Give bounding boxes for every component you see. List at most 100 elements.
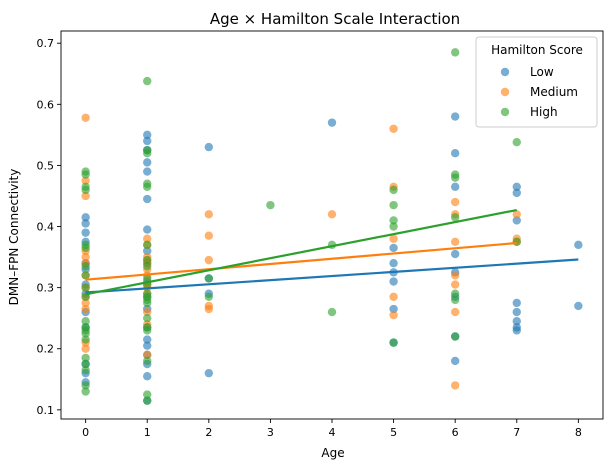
point-high (450, 213, 460, 222)
point-medium (143, 350, 152, 360)
x-tick-label: 7 (513, 426, 520, 439)
point-high (81, 317, 90, 326)
plot-area: 0 1 2 3 4 5 6 7 8 0.1 0.2 0.3 0.4 0.5 0.6 0.7 (37, 30, 604, 439)
y-tick-label: 0.3 (37, 282, 55, 295)
legend-marker-medium (500, 87, 510, 97)
point-high (327, 307, 337, 317)
point-low (389, 243, 398, 253)
point-medium (204, 210, 214, 219)
legend-box (475, 36, 598, 128)
point-high (389, 216, 398, 225)
point-high (389, 200, 398, 210)
x-tick-label: 6 (452, 426, 459, 439)
point-low (143, 246, 152, 256)
point-high (266, 200, 275, 210)
point-high (512, 237, 521, 247)
point-high (81, 243, 90, 253)
point-low (143, 341, 152, 350)
point-medium (143, 234, 152, 243)
point-high (143, 149, 152, 158)
point-high (143, 356, 152, 366)
point-medium (512, 210, 521, 219)
point-high (143, 76, 152, 86)
point-low (143, 194, 152, 204)
point-low (389, 277, 398, 286)
point-high (450, 48, 460, 57)
point-low (143, 136, 152, 146)
point-low (512, 307, 521, 317)
y-tick-label: 0.4 (37, 221, 55, 234)
point-high (81, 283, 90, 292)
point-high (81, 170, 90, 179)
y-tick-label: 0.2 (37, 343, 55, 356)
point-high (81, 365, 90, 375)
point-medium (450, 197, 460, 207)
legend-label-medium: Medium (530, 85, 578, 99)
point-high (143, 262, 152, 271)
y-tick-label: 0.5 (37, 159, 55, 172)
point-high (143, 255, 152, 265)
point-low (574, 240, 583, 250)
x-tick-label: 0 (82, 426, 89, 439)
point-high (81, 329, 90, 338)
trend-line-medium (85, 241, 517, 281)
point-high (81, 387, 90, 396)
point-medium (81, 252, 90, 262)
point-medium (81, 176, 90, 185)
point-medium (389, 124, 398, 133)
point-medium (143, 307, 152, 317)
point-medium (204, 304, 214, 314)
x-tick-label: 4 (329, 426, 336, 439)
point-low (512, 298, 521, 308)
point-low (450, 112, 460, 121)
point-low (389, 258, 398, 268)
point-low (512, 326, 521, 335)
x-tick-label: 1 (144, 426, 151, 439)
point-low (450, 149, 460, 158)
point-medium (81, 113, 90, 122)
x-tick-label: 2 (205, 426, 212, 439)
point-low (512, 317, 521, 326)
point-low (143, 130, 152, 140)
y-axis-label: DMN–FPN Connectivity (7, 169, 21, 306)
point-high (143, 396, 152, 405)
point-medium (327, 210, 337, 219)
point-high (81, 381, 90, 390)
legend-marker-high (500, 107, 510, 117)
point-high (143, 326, 152, 335)
point-high (143, 182, 152, 192)
trend-line-low (85, 258, 579, 294)
point-high (512, 138, 521, 147)
x-axis-label: Age (321, 446, 344, 460)
point-high (143, 390, 152, 399)
point-low (204, 368, 214, 378)
point-high (81, 262, 90, 271)
point-high (389, 222, 398, 231)
legend-marker-low (500, 67, 510, 77)
point-medium (450, 280, 460, 289)
point-medium (389, 234, 398, 243)
y-tick-label: 0.1 (37, 404, 55, 417)
point-medium (450, 271, 460, 280)
trend-line-high (85, 208, 517, 296)
point-medium (204, 255, 214, 265)
point-low (389, 304, 398, 314)
point-medium (389, 310, 398, 320)
point-high (81, 335, 90, 344)
point-high (450, 289, 460, 298)
point-high (389, 185, 398, 195)
point-medium (204, 231, 214, 240)
y-tick-label: 0.7 (37, 37, 55, 50)
point-high (204, 292, 214, 301)
point-low (512, 188, 521, 198)
point-high (81, 353, 90, 363)
legend-label-low: Low (530, 65, 554, 79)
point-low (574, 301, 583, 311)
point-high (143, 313, 152, 323)
point-medium (81, 298, 90, 308)
point-low (143, 372, 152, 381)
point-low (204, 142, 214, 152)
point-high (143, 298, 152, 308)
point-low (81, 219, 90, 228)
